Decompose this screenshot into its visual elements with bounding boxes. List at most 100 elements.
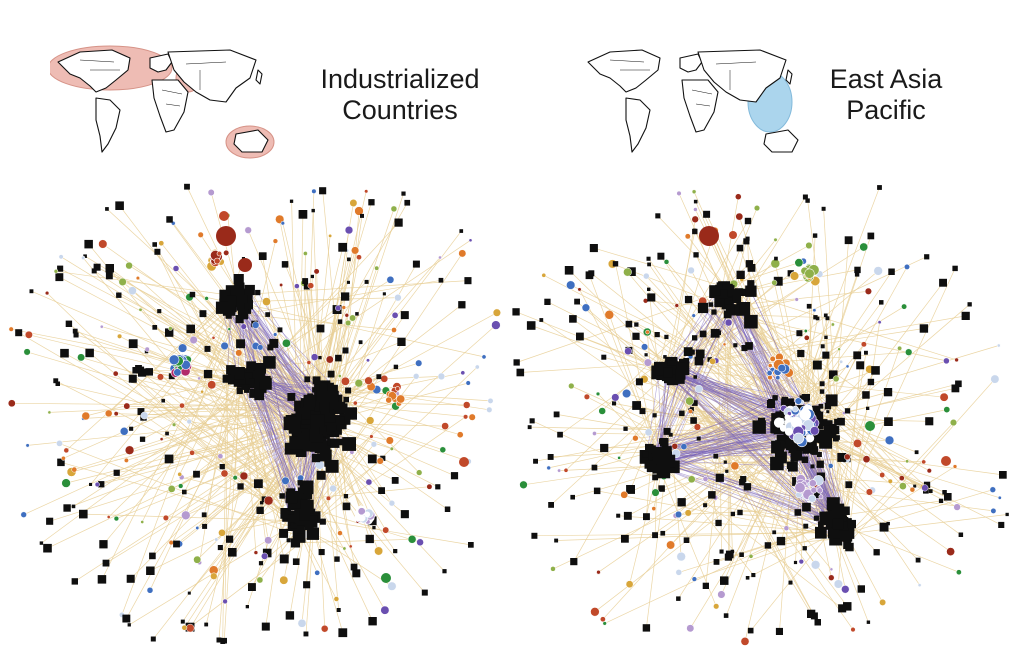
network-node-circle — [140, 411, 149, 420]
network-node-circle — [643, 272, 650, 280]
network-node-circle — [380, 605, 390, 615]
network-node-square — [215, 301, 229, 314]
network-node-square — [793, 560, 798, 565]
network-node-square — [65, 320, 73, 327]
continents — [57, 49, 269, 153]
network-node-square — [694, 356, 704, 366]
network-node-circle — [204, 296, 209, 301]
region-title-line2: Countries — [342, 95, 458, 125]
network-node-circle — [376, 457, 384, 465]
network-node-square — [204, 622, 209, 627]
network-edge — [132, 343, 296, 522]
network-node-square — [105, 207, 109, 211]
network-edge — [646, 368, 660, 457]
network-edge — [126, 383, 256, 619]
network-node-square — [794, 509, 802, 516]
network-node-circle — [740, 637, 750, 646]
network-node-circle — [168, 326, 173, 331]
network-node-circle — [279, 283, 284, 287]
network-node-square — [715, 473, 724, 482]
network-node-circle — [297, 618, 307, 628]
network-node-square — [679, 410, 685, 417]
network-node-square — [703, 503, 708, 508]
network-edge — [649, 370, 876, 449]
network-node-square — [400, 311, 409, 320]
network-node-square — [57, 458, 65, 467]
network-node-square — [248, 378, 255, 384]
network-node-square — [146, 566, 155, 575]
network-node-square — [655, 213, 661, 219]
network-node-square — [844, 408, 851, 414]
network-node-square — [829, 528, 839, 539]
network-node-circle — [799, 408, 812, 421]
network-node-circle — [389, 446, 394, 451]
network-edge — [822, 437, 846, 511]
network-edge — [298, 366, 478, 537]
network-node-square — [838, 604, 847, 613]
network-node-circle — [623, 267, 632, 277]
network-node-circle — [71, 466, 78, 473]
network-node-square — [161, 398, 165, 403]
network-node-circle — [812, 308, 817, 313]
network-node-square — [63, 504, 71, 512]
network-node-square — [713, 559, 720, 565]
network-node-square — [367, 454, 377, 464]
network-node-square — [261, 622, 270, 631]
network-node-square — [692, 400, 698, 406]
network-node-square — [199, 310, 207, 318]
europe-outline — [679, 53, 703, 73]
network-edge — [671, 370, 854, 630]
network-graph-east-asia-pacific — [512, 185, 1009, 646]
network-node-square — [802, 546, 807, 551]
network-edge — [824, 435, 962, 536]
network-node-square — [702, 582, 709, 589]
network-node-square — [320, 425, 327, 432]
network-node-circle — [8, 326, 14, 332]
network-node-circle — [841, 585, 850, 594]
network-node-square — [113, 469, 120, 476]
network-node-square — [744, 217, 752, 225]
network-edge — [308, 460, 381, 516]
network-node-square — [684, 295, 693, 304]
network-node-circle — [123, 402, 131, 410]
network-edge — [734, 309, 789, 410]
node-layer — [7, 183, 501, 644]
network-node-circle — [217, 453, 224, 460]
network-node-square — [397, 337, 406, 346]
network-node-square — [723, 613, 729, 618]
network-node-square — [250, 379, 260, 389]
network-node-circle — [178, 483, 184, 489]
network-node-square — [919, 324, 929, 333]
network-node-square — [814, 619, 821, 626]
network-node-square — [254, 390, 265, 401]
network-node-square — [745, 260, 753, 268]
network-edge — [310, 436, 372, 522]
network-node-circle — [438, 255, 442, 260]
network-node-square — [337, 319, 343, 324]
network-node-square — [269, 338, 279, 348]
network-node-circle — [426, 483, 433, 490]
network-node-circle — [803, 334, 810, 341]
network-node-square — [105, 264, 114, 273]
network-node-square — [692, 335, 698, 341]
network-node-circle — [862, 455, 871, 464]
network-node-circle — [220, 341, 229, 350]
network-node-circle — [189, 449, 195, 456]
network-node-square — [360, 213, 364, 218]
network-node-circle — [118, 277, 127, 286]
network-node-square — [737, 509, 743, 516]
network-node-square — [877, 185, 882, 190]
network-node-square — [817, 423, 824, 430]
network-node-square — [393, 364, 399, 370]
network-node-circle — [294, 283, 300, 289]
network-node-square — [864, 350, 868, 355]
network-node-square — [303, 493, 311, 500]
network-node-square — [297, 480, 303, 486]
network-node-circle — [486, 406, 493, 413]
network-edge — [181, 405, 302, 505]
network-node-square — [245, 308, 252, 314]
network-node-square — [843, 541, 852, 549]
network-node-square — [527, 425, 532, 430]
network-node-circle — [349, 314, 357, 322]
network-node-circle — [364, 511, 371, 518]
